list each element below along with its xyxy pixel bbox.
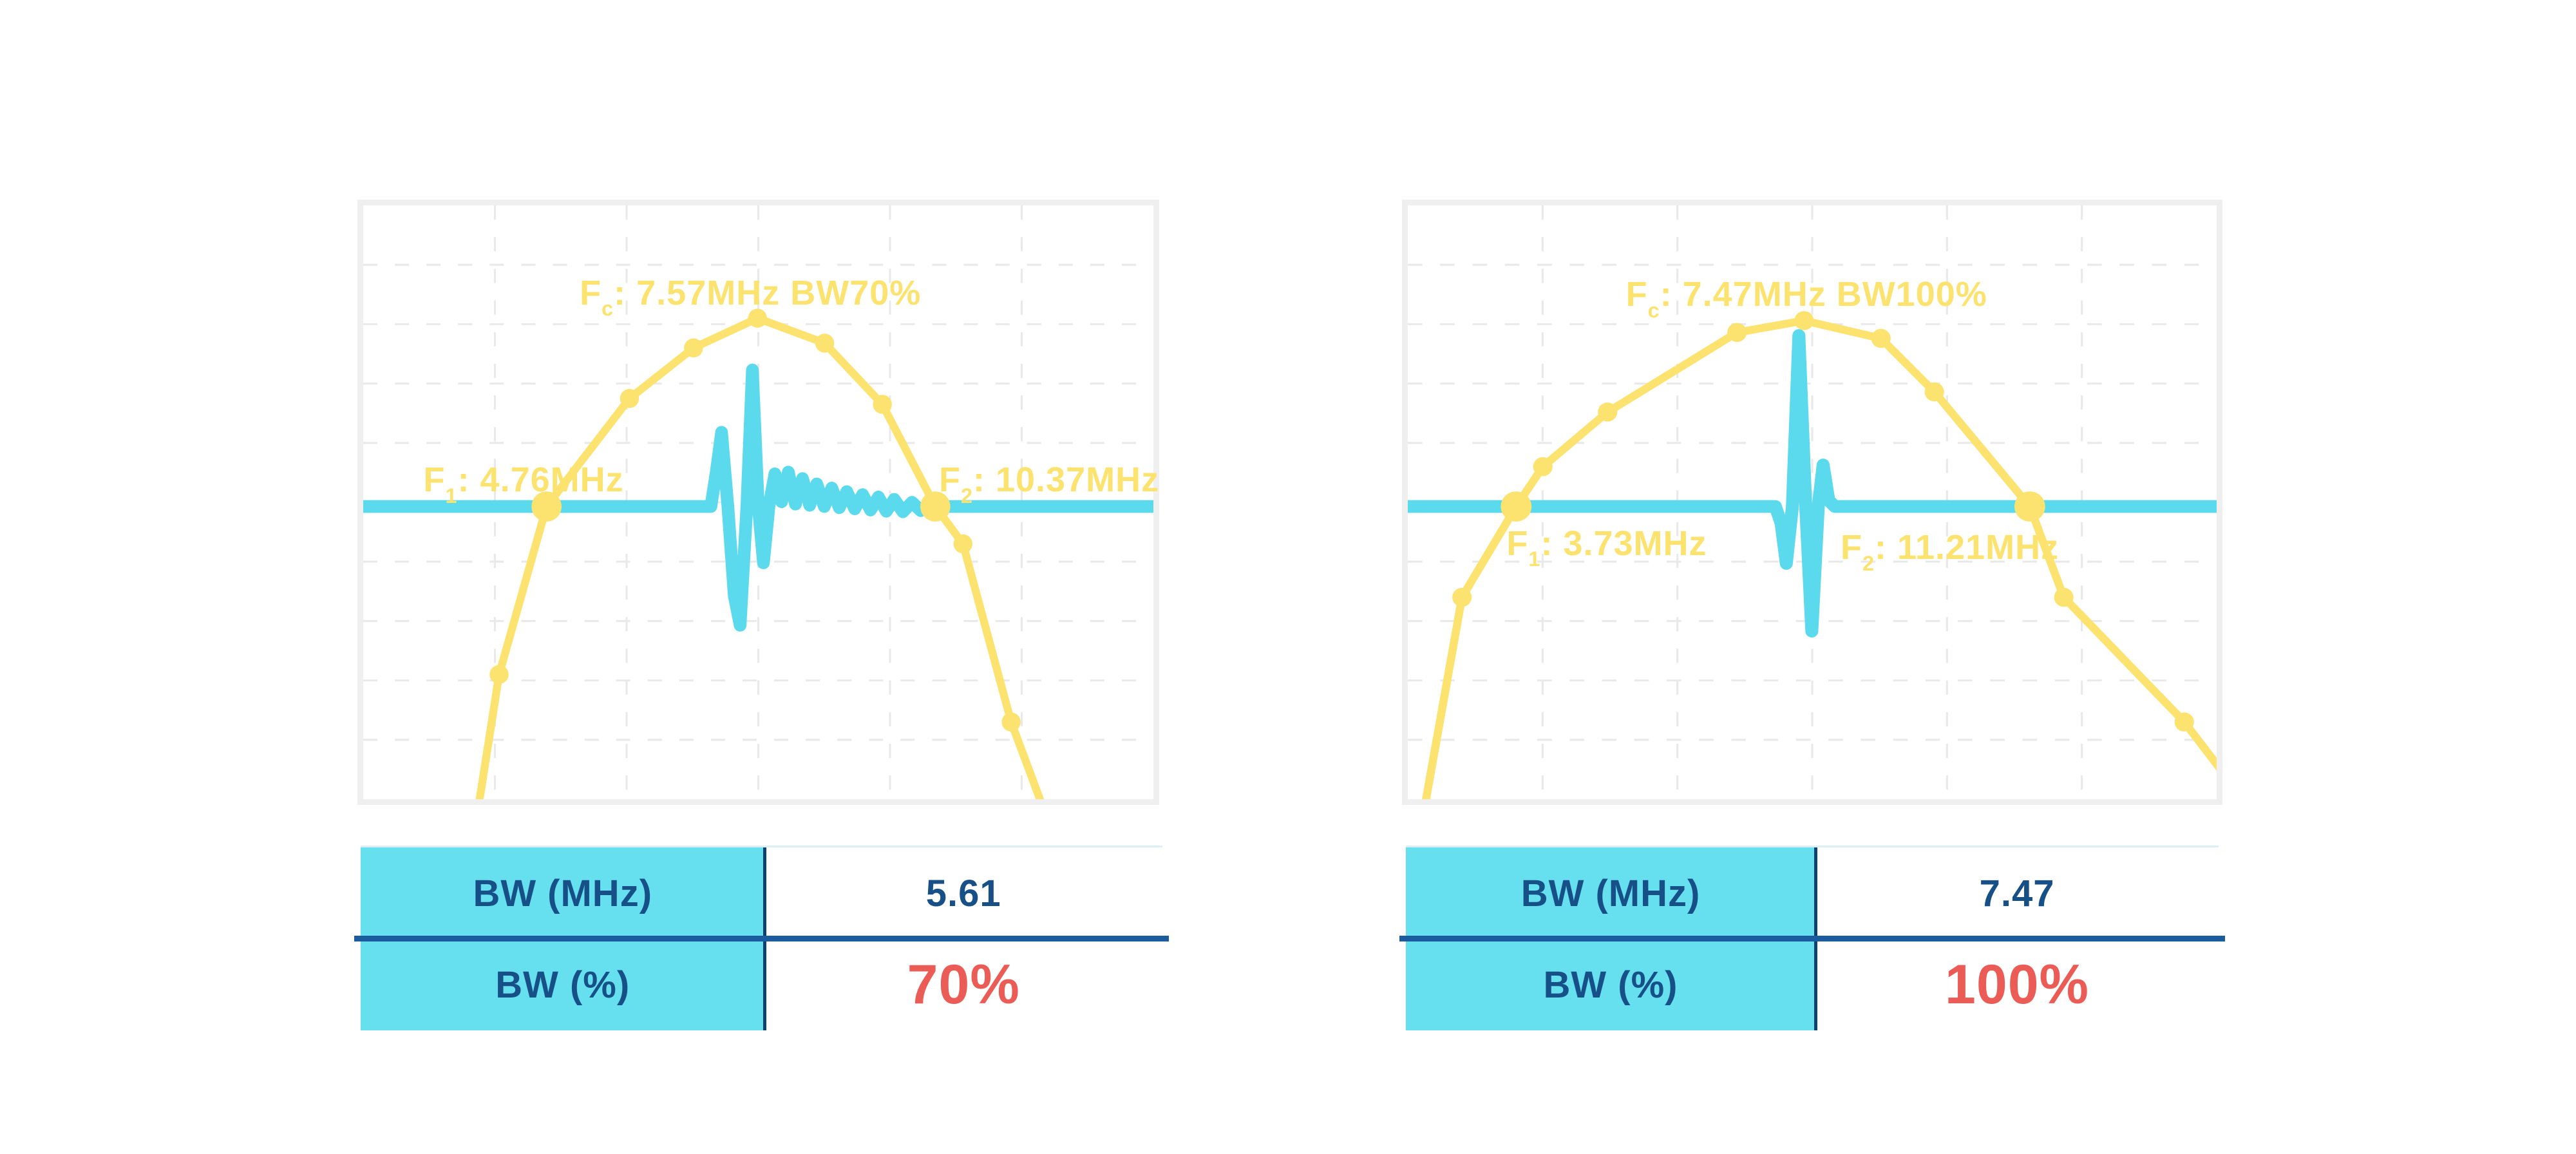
bw-mhz-header: BW (MHz) <box>1406 847 1816 939</box>
f2-annotation: F2: 11.21MHz <box>1840 527 2060 574</box>
spectrum-chart-100pct: Fc: 7.47MHz BW100% F1: 3.73MHz F2: 11.21… <box>1402 200 2222 805</box>
spectrum-point-marker <box>2174 712 2194 732</box>
table-row: BW (MHz) 5.61 <box>361 847 1162 939</box>
spectrum-curve <box>475 314 1045 799</box>
f1-annotation: F1: 3.73MHz <box>1506 524 1707 570</box>
table-row: BW (%) 100% <box>1406 939 2219 1030</box>
bw-pct-header: BW (%) <box>361 939 765 1030</box>
f2-label-sub: 2 <box>960 484 973 507</box>
bw-mhz-value: 7.47 <box>1815 847 2219 939</box>
spectrum-point-marker <box>1452 587 1472 607</box>
bw-pct-value: 70% <box>764 939 1162 1030</box>
spectrum-point-marker <box>1001 712 1021 732</box>
spectrum-markers <box>489 308 1021 732</box>
pulse-waveform <box>363 363 1153 632</box>
table-row-divider <box>1399 936 2225 941</box>
f1-label-prefix: F <box>423 460 446 499</box>
f2-label-prefix: F <box>938 460 961 499</box>
f2-label-text: : 11.21MHz <box>1874 528 2060 567</box>
spectrum-point-marker <box>1533 457 1553 477</box>
fc-label-text: : 7.47MHz BW100% <box>1660 275 1987 314</box>
pulse-waveform <box>1408 329 2217 638</box>
bw-mhz-header: BW (MHz) <box>361 847 765 939</box>
bw-table-100pct: BW (MHz) 7.47 BW (%) 100% <box>1399 846 2225 1030</box>
table-row: BW (MHz) 7.47 <box>1406 847 2219 939</box>
bandwidth-crossing-marker <box>1501 491 1532 522</box>
f2-label-text: : 10.37MHz <box>972 460 1160 499</box>
spectrum-point-marker <box>1598 402 1618 422</box>
table-top-hairline <box>1406 846 2219 848</box>
f1-label-text: : 4.76MHz <box>457 460 624 499</box>
bw-mhz-value: 5.61 <box>764 847 1162 939</box>
fc-label-prefix: F <box>1625 275 1648 314</box>
spectrum-point-marker <box>2054 587 2074 607</box>
bandwidth-crossing-marker <box>920 491 951 522</box>
spectrum-point-marker <box>620 388 639 408</box>
bw-pct-value: 100% <box>1815 939 2219 1030</box>
f1-label-prefix: F <box>1506 524 1529 563</box>
spectrum-point-marker <box>684 338 703 358</box>
f1-label-sub: 1 <box>445 484 458 507</box>
bw-pct-header: BW (%) <box>1406 939 1816 1030</box>
f1-annotation: F1: 4.76MHz <box>423 460 624 506</box>
chart-canvas-70pct <box>363 205 1153 799</box>
fc-annotation: Fc: 7.57MHz BW70% <box>580 273 922 319</box>
spectrum-markers <box>1452 311 2194 732</box>
bandwidth-crossing-marker <box>2014 491 2045 522</box>
f2-label-sub: 2 <box>1862 551 1875 575</box>
spectrum-point-marker <box>1871 328 1891 348</box>
spectrum-point-marker <box>815 334 835 353</box>
chart-canvas-100pct <box>1408 205 2217 799</box>
table-top-hairline <box>361 846 1162 848</box>
spectrum-point-marker <box>489 665 509 685</box>
fc-label-sub: c <box>1647 298 1660 322</box>
spectrum-chart-70pct: Fc: 7.57MHz BW70% F1: 4.76MHz F2: 10.37M… <box>357 200 1159 805</box>
bw-table-70pct: BW (MHz) 5.61 BW (%) 70% <box>354 846 1169 1030</box>
f1-label-sub: 1 <box>1528 547 1541 571</box>
spectrum-point-marker <box>748 308 767 328</box>
spectrum-point-marker <box>1794 311 1814 330</box>
spectrum-point-marker <box>873 395 892 414</box>
fc-label-text: : 7.57MHz BW70% <box>614 273 922 312</box>
fc-label-sub: c <box>601 297 614 321</box>
fc-annotation: Fc: 7.47MHz BW100% <box>1625 274 1987 321</box>
table-row-divider <box>354 936 1169 941</box>
spectrum-point-marker <box>953 534 973 554</box>
fc-label-prefix: F <box>580 273 602 312</box>
f2-annotation: F2: 10.37MHz <box>938 460 1160 506</box>
f1-label-text: : 3.73MHz <box>1540 524 1707 563</box>
spectrum-point-marker <box>1727 323 1747 343</box>
spectrum-point-marker <box>1924 382 1944 402</box>
table-row: BW (%) 70% <box>361 939 1162 1030</box>
f2-label-prefix: F <box>1840 528 1862 567</box>
bandwidth-crossing-marker <box>531 491 562 522</box>
